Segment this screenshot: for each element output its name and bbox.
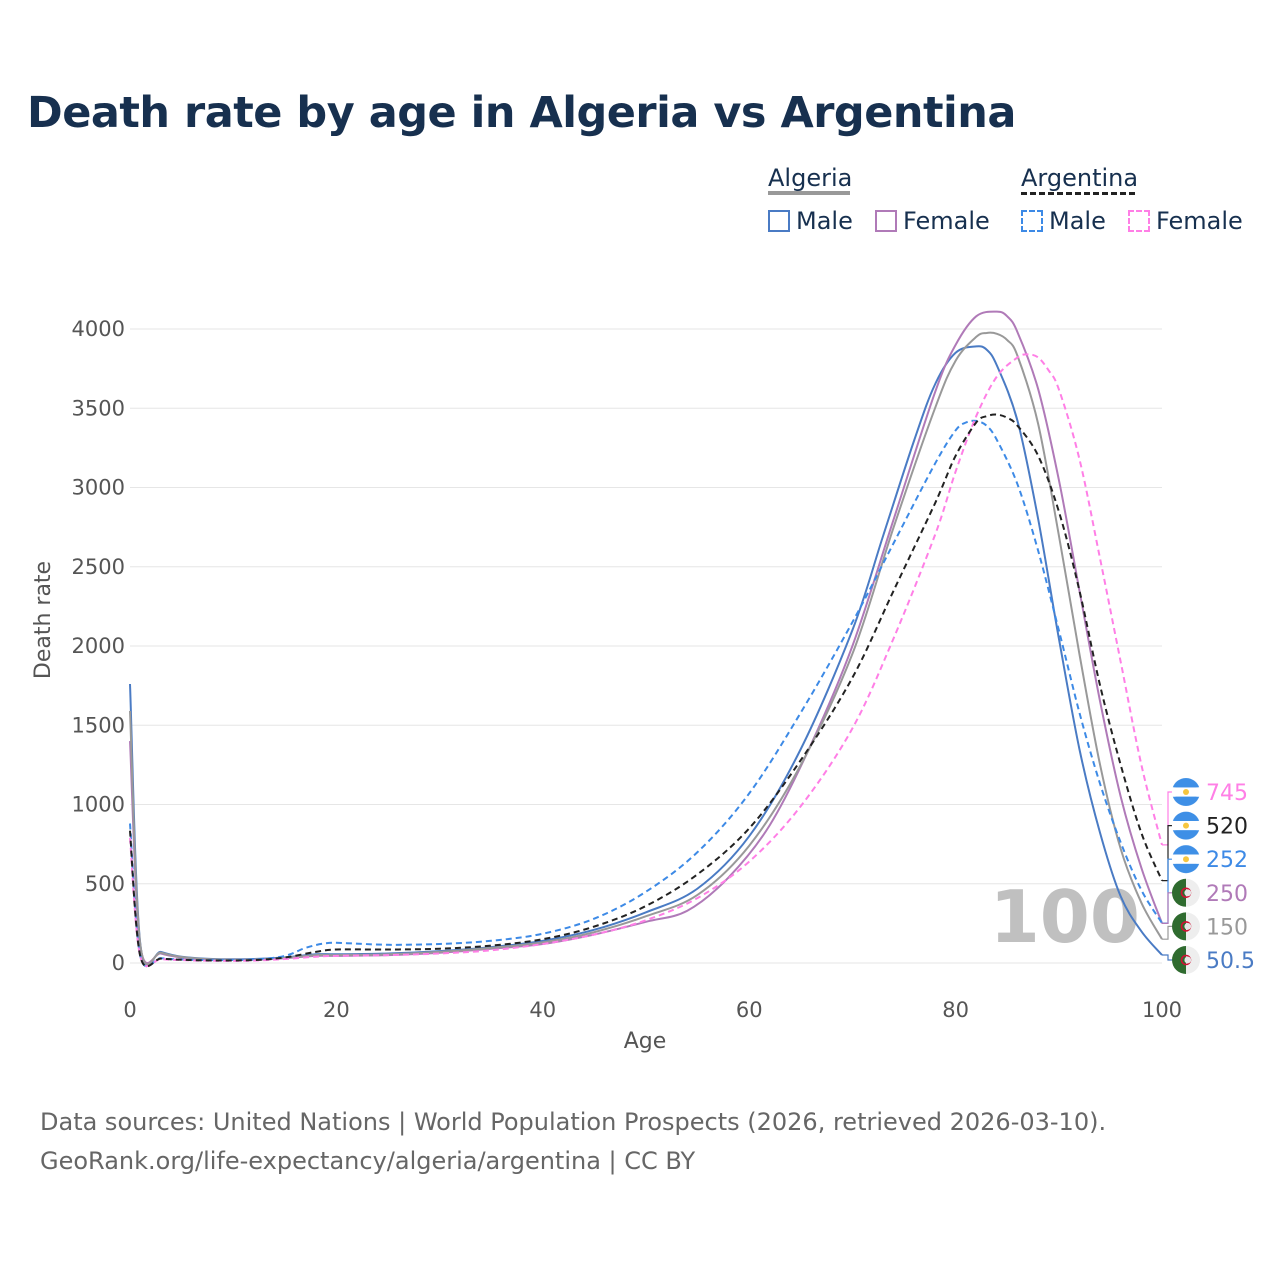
flag-green-half — [1172, 946, 1186, 974]
series-line-algeria_male[interactable] — [129, 345, 1163, 967]
flag-stripe-top — [1175, 816, 1197, 821]
end-label-connector — [1162, 825, 1172, 882]
y-tick-label: 1000 — [72, 793, 125, 817]
end-label-argentina_male: 252 — [1206, 848, 1248, 873]
flag-crescent-cut — [1184, 956, 1192, 964]
end-label-algeria_both: 150 — [1206, 915, 1248, 940]
y-tick-label: 3500 — [72, 396, 125, 420]
y-tick-label: 3000 — [72, 476, 125, 500]
flag-stripe-bottom — [1175, 830, 1197, 836]
legend-algeria-line — [768, 191, 850, 195]
end-label-argentina_both: 520 — [1206, 815, 1248, 840]
flag-outline — [1171, 811, 1201, 840]
x-tick-label: 0 — [123, 998, 136, 1022]
series-line-argentina_both[interactable] — [129, 413, 1163, 968]
flag-sun — [1183, 789, 1189, 795]
y-tick-label: 500 — [85, 872, 125, 896]
y-tick-label: 1500 — [72, 713, 125, 737]
year-watermark: 100 — [990, 875, 1140, 959]
chart-title: Death rate by age in Algeria vs Argentin… — [27, 88, 1016, 138]
legend-group-argentina-title: Argentina — [1021, 164, 1138, 195]
swatch-argentina-female — [1128, 210, 1150, 232]
algeria-flag-icon — [1172, 946, 1200, 974]
x-tick-label: 80 — [942, 998, 969, 1022]
flag-stripe-bottom — [1175, 863, 1197, 869]
y-tick-label: 0 — [112, 951, 125, 975]
end-label-connector — [1162, 892, 1172, 924]
flag-outline — [1171, 777, 1201, 807]
x-tick-label: 20 — [323, 998, 350, 1022]
legend-item-algeria-male[interactable]: Male — [768, 207, 853, 235]
x-tick-label: 40 — [529, 998, 556, 1022]
source-line-1: Data sources: United Nations | World Pop… — [40, 1108, 1107, 1136]
swatch-argentina-male — [1021, 210, 1043, 232]
flag-sun — [1183, 856, 1189, 863]
flag-green-half — [1172, 912, 1186, 941]
source-line-2[interactable]: GeoRank.org/life-expectancy/algeria/arge… — [40, 1147, 696, 1175]
series-lines — [129, 310, 1163, 968]
flag-white-half — [1186, 912, 1200, 941]
flag-stripe-top — [1175, 782, 1197, 788]
end-label-connector — [1162, 925, 1172, 940]
flag-outline — [1171, 845, 1201, 874]
flag-sun — [1183, 822, 1189, 829]
end-label-argentina_female: 745 — [1206, 781, 1248, 806]
flag-white-half — [1186, 878, 1200, 907]
swatch-algeria-female — [875, 210, 897, 232]
series-line-argentina_female[interactable] — [129, 353, 1163, 968]
argentina-flag-icon — [1171, 777, 1201, 807]
y-tick-label: 2000 — [72, 634, 125, 658]
grid — [130, 328, 1162, 964]
flag-crescent-cut — [1184, 923, 1192, 930]
legend-group-algeria-title: Algeria — [768, 164, 852, 195]
argentina-flag-icon — [1171, 845, 1201, 874]
algeria-flag-icon — [1172, 912, 1200, 941]
flag-green-half — [1172, 878, 1186, 907]
end-label-connector — [1162, 791, 1172, 846]
end-label-algeria_female: 250 — [1206, 882, 1248, 907]
end-label-connector — [1162, 858, 1172, 924]
legend-item-algeria-female[interactable]: Female — [875, 207, 990, 235]
x-axis-title: Age — [624, 1029, 667, 1054]
series-line-algeria_female[interactable] — [129, 310, 1163, 964]
algeria-flag-icon — [1172, 878, 1200, 907]
flag-stripe-bottom — [1175, 796, 1197, 802]
y-tick-label: 2500 — [72, 555, 125, 579]
end-labels: 745 520 252 250 150 50.5 — [1162, 777, 1255, 974]
flag-crescent-cut — [1184, 889, 1192, 897]
x-tick-label: 100 — [1142, 998, 1182, 1022]
x-tick-label: 60 — [736, 998, 763, 1022]
end-label-connector — [1162, 954, 1172, 961]
series-line-argentina_male[interactable] — [129, 419, 1163, 968]
series-line-algeria_both[interactable] — [129, 331, 1163, 966]
x-axis: 0 20 40 60 80 100 — [123, 998, 1182, 1022]
swatch-algeria-male — [768, 210, 790, 232]
legend-item-argentina-male[interactable]: Male — [1021, 207, 1106, 235]
end-label-algeria_male: 50.5 — [1206, 949, 1255, 974]
argentina-flag-icon — [1171, 811, 1201, 840]
legend-argentina-line — [1021, 192, 1135, 195]
y-axis-title: Death rate — [31, 561, 56, 679]
flag-stripe-top — [1175, 849, 1197, 855]
legend-item-argentina-female[interactable]: Female — [1128, 207, 1243, 235]
y-tick-label: 4000 — [72, 317, 125, 341]
flag-white-half — [1186, 946, 1200, 974]
y-axis: 0 500 1000 1500 2000 2500 3000 3500 4000 — [72, 317, 125, 975]
